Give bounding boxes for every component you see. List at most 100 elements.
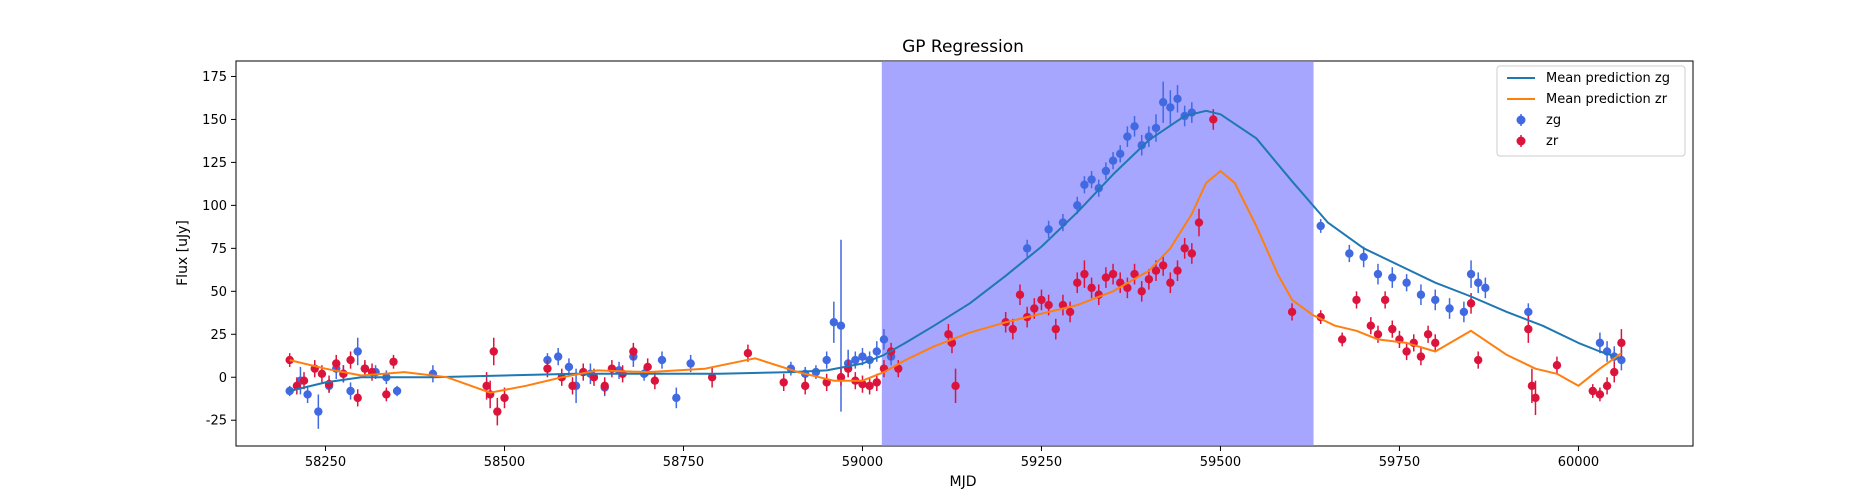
data-point-zr [779, 378, 788, 387]
data-point-zr [285, 355, 294, 365]
data-point-zr [1423, 330, 1433, 339]
data-point-zg [879, 335, 889, 344]
data-point-zg [1316, 221, 1325, 231]
data-point-zg [1158, 98, 1168, 107]
data-point-zg [1108, 156, 1118, 165]
data-point-zr [951, 381, 960, 391]
legend-label-zg-points: zg [1546, 113, 1561, 128]
series-line-Mean-prediction-zg [289, 109, 1622, 392]
y-tick-label: 150 [202, 113, 227, 128]
data-point-zg [836, 321, 846, 330]
data-point-zg [1137, 141, 1146, 150]
legend-label-zg-line: Mean prediction zg [1546, 71, 1670, 86]
plot-area: 58250 58500 58750 59000 59250 59500 59750 60000… [202, 60, 1694, 470]
data-point-zr [1080, 269, 1089, 279]
x-tick-label: 59500 [1200, 455, 1241, 470]
data-point-zg [553, 352, 563, 361]
data-point-zr [1431, 338, 1440, 348]
data-point-zr [1194, 218, 1204, 227]
data-point-zr [1595, 390, 1605, 399]
data-point-zr [1044, 300, 1053, 310]
data-point-zr [1602, 381, 1612, 391]
x-tick-label: 59250 [1021, 455, 1062, 470]
data-point-zg [858, 352, 867, 361]
y-tick-label: 175 [202, 70, 227, 85]
data-point-zr [865, 381, 874, 391]
data-point-zg [303, 390, 312, 399]
data-point-zg [829, 318, 839, 327]
data-point-zr [707, 373, 717, 382]
data-point-zg [1166, 103, 1175, 112]
data-point-zr [332, 359, 341, 368]
data-point-zg [564, 362, 574, 372]
data-point-zg [346, 386, 355, 396]
data-point-zr [389, 357, 398, 366]
data-point-zg [1595, 338, 1605, 348]
data-point-zg [1373, 269, 1383, 279]
data-point-zr [1209, 115, 1218, 124]
x-tick-label: 58250 [305, 455, 346, 470]
data-point-zr [1108, 269, 1118, 279]
data-point-zr [1087, 283, 1096, 293]
data-point-zr [1337, 335, 1347, 344]
data-point-zr [1187, 249, 1197, 258]
data-point-zr [1524, 324, 1533, 334]
data-point-zr [493, 407, 502, 416]
series-layer [285, 81, 1626, 429]
data-point-zr [1287, 307, 1297, 317]
data-point-zr [1151, 266, 1161, 275]
data-point-zr [1015, 290, 1025, 299]
data-point-zg [1073, 201, 1082, 210]
data-point-zg [851, 355, 860, 365]
data-point-zr [299, 376, 309, 385]
legend-label-zr-line: Mean prediction zr [1546, 92, 1668, 107]
y-tick-label: 0 [219, 371, 227, 386]
data-point-zr [1617, 338, 1626, 348]
data-point-zg [1402, 278, 1411, 287]
data-point-zg [314, 407, 323, 416]
data-point-zr [346, 355, 355, 365]
data-point-zr [1474, 355, 1483, 365]
data-point-zg [1022, 244, 1032, 253]
legend-label-zr-points: zr [1546, 134, 1559, 149]
data-point-zr [800, 381, 810, 391]
data-point-zg [1481, 283, 1490, 293]
y-tick-label: -25 [206, 414, 227, 429]
data-point-zr [482, 381, 491, 391]
x-tick-label: 59750 [1379, 455, 1420, 470]
data-point-zg [672, 393, 681, 403]
series-zr-points [285, 109, 1626, 426]
data-point-zr [1402, 347, 1411, 356]
data-point-zg [1087, 175, 1096, 184]
data-point-zg [1359, 252, 1368, 262]
data-point-zg [1080, 180, 1089, 189]
data-point-zg [1173, 94, 1182, 104]
data-point-zr [1373, 330, 1383, 339]
data-point-zg [1445, 304, 1454, 313]
data-point-zr [743, 348, 753, 358]
data-point-zg [392, 386, 402, 396]
chart-title: GP Regression [902, 37, 1024, 57]
data-point-zg [1345, 249, 1354, 258]
data-point-zg [285, 386, 294, 396]
data-point-zg [1466, 269, 1476, 279]
x-tick-label: 59000 [842, 455, 883, 470]
data-point-zg [872, 347, 881, 356]
data-point-zr [1144, 275, 1154, 284]
data-point-zg [1116, 149, 1125, 159]
data-point-zr [1101, 273, 1111, 282]
data-point-zr [1137, 287, 1146, 296]
data-point-zg [1474, 278, 1483, 287]
data-point-zg [1130, 122, 1139, 131]
y-tick-label: 50 [210, 285, 227, 300]
y-tick-label: 25 [210, 328, 227, 343]
data-point-zr [1166, 278, 1175, 287]
data-point-zr [1588, 386, 1597, 396]
legend: Mean prediction zg Mean prediction zr zg… [1496, 65, 1686, 157]
x-axis-ticks: 58250 58500 58750 59000 59250 59500 59750 60000 [305, 446, 1599, 470]
data-point-zr [317, 369, 327, 379]
data-point-zr [1123, 283, 1132, 293]
data-point-zr [858, 379, 867, 389]
data-point-zr [836, 373, 846, 382]
data-point-zr [894, 364, 903, 373]
